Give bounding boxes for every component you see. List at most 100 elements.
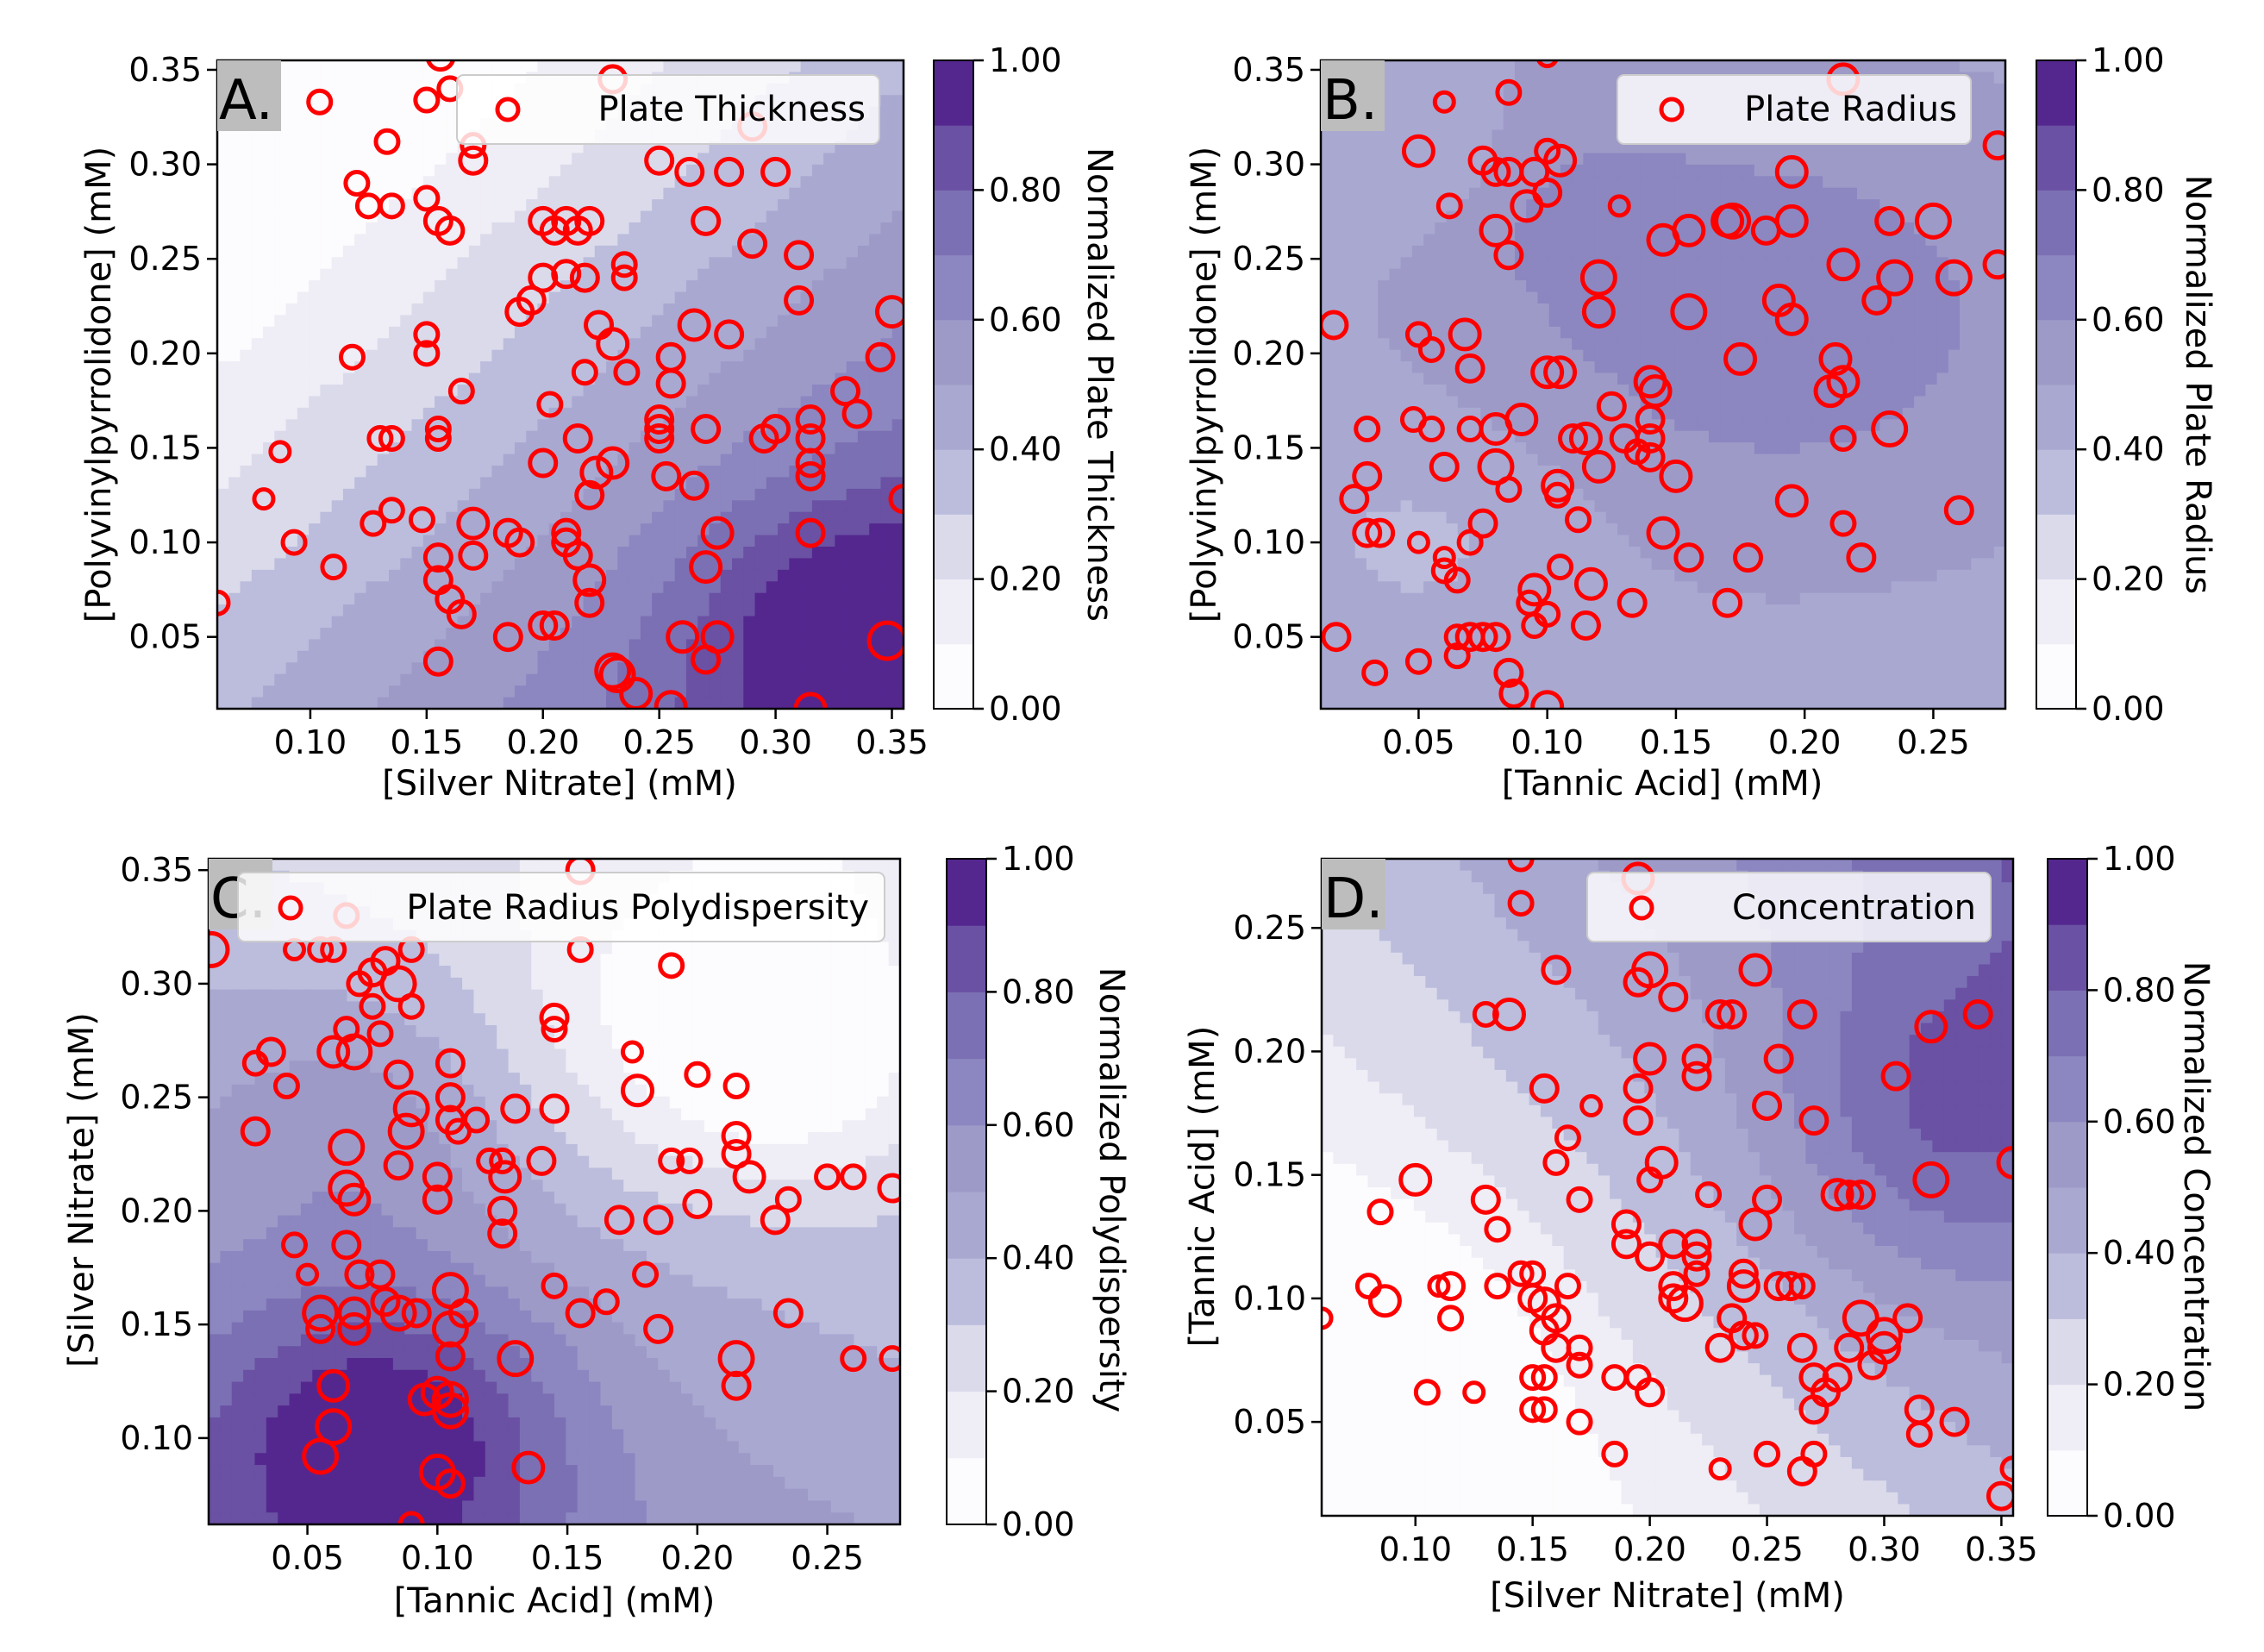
contour-cell xyxy=(309,639,321,651)
contour-cell xyxy=(1435,361,1447,373)
contour-cell xyxy=(617,570,629,582)
contour-cell xyxy=(458,315,470,327)
contour-cell xyxy=(652,211,664,223)
contour-cell xyxy=(1560,685,1573,698)
contour-cell xyxy=(332,338,344,350)
contour-cell xyxy=(286,662,298,674)
contour-cell xyxy=(1492,292,1504,304)
contour-cell xyxy=(320,500,332,512)
contour-cell xyxy=(332,292,344,304)
contour-cell xyxy=(766,616,779,629)
contour-cell xyxy=(812,628,824,640)
contour-cell xyxy=(526,651,538,663)
contour-cell xyxy=(1412,118,1424,130)
contour-cell xyxy=(629,535,641,548)
contour-cell xyxy=(1537,246,1549,258)
contour-cell xyxy=(1515,558,1527,570)
contour-cell xyxy=(560,651,572,663)
contour-cell xyxy=(1367,269,1379,281)
contour-cell xyxy=(309,315,321,327)
contour-cell xyxy=(480,477,492,489)
contour-cell xyxy=(1549,419,1561,431)
contour-cell xyxy=(847,477,859,489)
contour-cell xyxy=(423,616,435,629)
contour-cell xyxy=(537,153,549,165)
contour-cell xyxy=(297,327,310,339)
contour-cell xyxy=(217,674,229,686)
contour-cell xyxy=(847,327,859,339)
contour-cell xyxy=(1332,535,1344,548)
contour-cell xyxy=(560,327,572,339)
contour-cell xyxy=(801,604,813,616)
contour-cell xyxy=(1458,327,1470,339)
contour-cell xyxy=(766,628,779,640)
contour-cell xyxy=(252,604,264,616)
contour-cell xyxy=(1355,246,1367,258)
contour-cell xyxy=(537,662,549,674)
contour-cell xyxy=(880,558,892,570)
contour-cell xyxy=(537,685,549,698)
contour-cell xyxy=(343,442,355,454)
contour-cell xyxy=(1378,685,1390,698)
contour-cell xyxy=(1355,373,1367,385)
contour-cell xyxy=(880,188,892,200)
contour-cell xyxy=(274,303,286,316)
contour-cell xyxy=(1423,107,1435,119)
contour-cell xyxy=(458,674,470,686)
contour-cell xyxy=(606,165,618,177)
contour-cell xyxy=(389,408,401,420)
contour-cell xyxy=(652,303,664,316)
contour-cell xyxy=(491,558,503,570)
contour-cell xyxy=(297,84,310,96)
contour-cell xyxy=(1606,130,1618,142)
contour-cell xyxy=(503,558,516,570)
contour-cell xyxy=(1332,408,1344,420)
contour-cell xyxy=(869,373,881,385)
contour-cell xyxy=(1583,361,1595,373)
contour-cell xyxy=(1367,639,1379,651)
contour-cell xyxy=(1401,558,1413,570)
contour-cell xyxy=(652,153,664,165)
contour-cell xyxy=(217,685,229,698)
contour-cell xyxy=(1401,257,1413,269)
contour-cell xyxy=(1389,292,1401,304)
contour-cell xyxy=(595,408,607,420)
contour-cell xyxy=(241,153,253,165)
contour-cell xyxy=(1504,292,1516,304)
contour-cell xyxy=(1367,176,1379,188)
contour-cell xyxy=(1504,547,1516,559)
contour-cell xyxy=(389,651,401,663)
contour-cell xyxy=(812,674,824,686)
contour-cell xyxy=(1447,431,1459,443)
contour-cell xyxy=(1560,257,1573,269)
contour-cell xyxy=(641,176,653,188)
contour-cell xyxy=(835,558,847,570)
contour-cell xyxy=(572,246,584,258)
contour-cell xyxy=(835,616,847,629)
contour-cell xyxy=(366,303,378,316)
contour-cell xyxy=(423,118,435,130)
contour-cell xyxy=(1378,327,1390,339)
contour-cell xyxy=(1560,72,1573,84)
contour-cell xyxy=(297,454,310,466)
contour-cell xyxy=(801,176,813,188)
contour-cell xyxy=(1583,165,1595,177)
contour-cell xyxy=(721,246,733,258)
contour-cell xyxy=(789,547,801,559)
panel-a-colorbar: 0.000.200.400.600.801.00 xyxy=(934,41,1062,728)
contour-cell xyxy=(880,130,892,142)
contour-cell xyxy=(366,454,378,466)
contour-cell xyxy=(858,165,870,177)
contour-cell xyxy=(1435,176,1447,188)
contour-cell xyxy=(1401,454,1413,466)
contour-cell xyxy=(343,199,355,211)
contour-cell xyxy=(1549,523,1561,535)
contour-cell xyxy=(1469,176,1481,188)
contour-cell xyxy=(1458,107,1470,119)
contour-cell xyxy=(823,361,835,373)
contour-cell xyxy=(297,222,310,235)
contour-cell xyxy=(847,698,859,710)
contour-cell xyxy=(1515,350,1527,362)
contour-cell xyxy=(1560,60,1573,72)
contour-cell xyxy=(309,246,321,258)
